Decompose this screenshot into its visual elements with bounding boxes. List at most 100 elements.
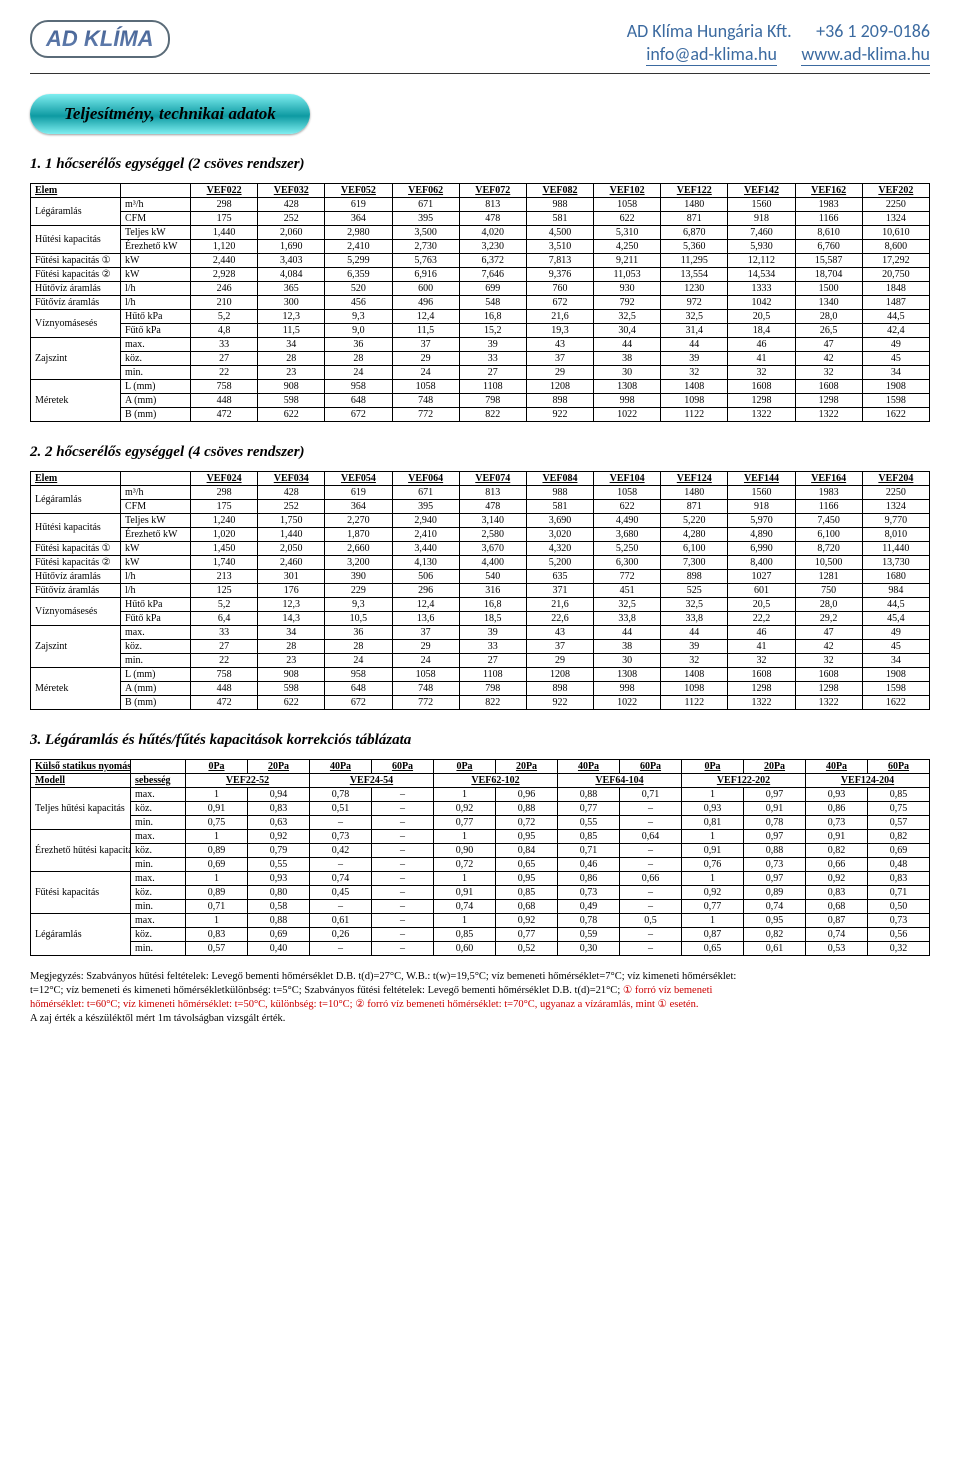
data-cell: 1500 bbox=[795, 281, 862, 295]
row-label: Zajszint bbox=[31, 625, 121, 667]
data-cell: 1122 bbox=[661, 695, 728, 709]
col-header: Elem bbox=[31, 183, 121, 197]
data-cell: – bbox=[310, 815, 372, 829]
data-cell: 758 bbox=[191, 379, 258, 393]
col-header: VEF062 bbox=[392, 183, 459, 197]
data-cell: 5,299 bbox=[325, 253, 392, 267]
data-cell: 0,57 bbox=[186, 941, 248, 955]
data-cell: 0,78 bbox=[558, 913, 620, 927]
data-cell: 46 bbox=[728, 625, 795, 639]
data-cell: 758 bbox=[191, 667, 258, 681]
row-label: Hűtővíz áramlás bbox=[31, 569, 121, 583]
section3-heading: 3. Légáramlás és hűtés/fűtés kapacitások… bbox=[30, 732, 930, 749]
data-cell: 3,140 bbox=[459, 513, 526, 527]
data-cell: – bbox=[620, 857, 682, 871]
data-cell: 671 bbox=[392, 197, 459, 211]
table-row: Hűtővíz áramlásl/h2463655206006997609301… bbox=[31, 281, 930, 295]
group-label: Teljes hűtési kapacitás bbox=[31, 787, 131, 829]
data-cell: 12,3 bbox=[258, 309, 325, 323]
data-cell: 16,8 bbox=[459, 597, 526, 611]
data-cell: 6,372 bbox=[459, 253, 526, 267]
col-header: VEF162 bbox=[795, 183, 862, 197]
data-cell: 41 bbox=[728, 639, 795, 653]
data-cell: 472 bbox=[191, 407, 258, 421]
table-row: Légáramlásm³/h29842861967181398810581480… bbox=[31, 197, 930, 211]
table-row: VíznyomásesésHűtő kPa5,212,39,312,416,82… bbox=[31, 597, 930, 611]
data-cell: 14,3 bbox=[258, 611, 325, 625]
data-cell: 822 bbox=[459, 695, 526, 709]
data-cell: 1 bbox=[434, 871, 496, 885]
data-cell: 622 bbox=[594, 499, 661, 513]
web-link[interactable]: www.ad-klima.hu bbox=[801, 43, 930, 66]
speed-cell: max. bbox=[131, 913, 186, 927]
data-cell: 28,0 bbox=[795, 597, 862, 611]
col-header: 0Pa bbox=[186, 759, 248, 773]
row-sublabel: kW bbox=[121, 253, 191, 267]
model-group: VEF124-204 bbox=[806, 773, 930, 787]
col-header: VEF082 bbox=[526, 183, 593, 197]
data-cell: 1042 bbox=[728, 295, 795, 309]
data-cell: 39 bbox=[459, 625, 526, 639]
row-label: Zajszint bbox=[31, 337, 121, 379]
title-pill-wrap: Teljesítmény, technikai adatok bbox=[30, 94, 930, 134]
table-row: B (mm)4726226727728229221022112213221322… bbox=[31, 407, 930, 421]
data-cell: 11,5 bbox=[258, 323, 325, 337]
table-row: Légáramlásm³/h29842861967181398810581480… bbox=[31, 485, 930, 499]
data-cell: 13,554 bbox=[661, 267, 728, 281]
data-cell: 24 bbox=[392, 653, 459, 667]
data-cell: 29 bbox=[392, 639, 459, 653]
data-table: ElemVEF022VEF032VEF052VEF062VEF072VEF082… bbox=[30, 183, 930, 422]
data-cell: 42,4 bbox=[862, 323, 929, 337]
data-cell: 750 bbox=[795, 583, 862, 597]
data-cell: 8,010 bbox=[862, 527, 929, 541]
data-cell: 6,760 bbox=[795, 239, 862, 253]
table-row: min.2223242427293032323234 bbox=[31, 653, 930, 667]
data-cell: 1848 bbox=[862, 281, 929, 295]
data-cell: 1908 bbox=[862, 379, 929, 393]
data-cell: 1098 bbox=[661, 681, 728, 695]
row-label: Légáramlás bbox=[31, 485, 121, 513]
email-link[interactable]: info@ad-klima.hu bbox=[646, 43, 777, 66]
data-cell: 813 bbox=[459, 485, 526, 499]
col-header: VEF074 bbox=[459, 471, 526, 485]
data-cell: 27 bbox=[459, 365, 526, 379]
data-cell: 984 bbox=[862, 583, 929, 597]
data-cell: 772 bbox=[392, 695, 459, 709]
row-sublabel: kW bbox=[121, 267, 191, 281]
data-cell: 17,292 bbox=[862, 253, 929, 267]
speed-cell: köz. bbox=[131, 801, 186, 815]
data-cell: 5,763 bbox=[392, 253, 459, 267]
data-cell: 600 bbox=[392, 281, 459, 295]
data-cell: 24 bbox=[325, 365, 392, 379]
table-row: Zajszintmax.3334363739434444464749 bbox=[31, 337, 930, 351]
table-row: köz.0,830,690,26–0,850,770,59–0,870,820,… bbox=[31, 927, 930, 941]
row-sublabel: Hűtő kPa bbox=[121, 597, 191, 611]
data-cell: 0,83 bbox=[186, 927, 248, 941]
col-header: 0Pa bbox=[434, 759, 496, 773]
speed-cell: min. bbox=[131, 899, 186, 913]
table-row: Fűtővíz áramlásl/h1251762292963163714515… bbox=[31, 583, 930, 597]
model-group: VEF62-102 bbox=[434, 773, 558, 787]
data-cell: 41 bbox=[728, 351, 795, 365]
data-cell: 42 bbox=[795, 639, 862, 653]
data-cell: 8,600 bbox=[862, 239, 929, 253]
data-cell: 22 bbox=[191, 653, 258, 667]
data-cell: 229 bbox=[325, 583, 392, 597]
data-cell: 2,928 bbox=[191, 267, 258, 281]
col-header: VEF072 bbox=[459, 183, 526, 197]
data-cell: 813 bbox=[459, 197, 526, 211]
data-cell: 671 bbox=[392, 485, 459, 499]
data-cell: 1298 bbox=[728, 681, 795, 695]
data-cell: 29 bbox=[526, 365, 593, 379]
data-cell: 0,71 bbox=[558, 843, 620, 857]
data-cell: 0,68 bbox=[806, 899, 868, 913]
data-cell: 1622 bbox=[862, 695, 929, 709]
data-cell: 0,64 bbox=[620, 829, 682, 843]
data-cell: 0,63 bbox=[248, 815, 310, 829]
col-header: VEF142 bbox=[728, 183, 795, 197]
data-cell: 0,42 bbox=[310, 843, 372, 857]
data-cell: 12,3 bbox=[258, 597, 325, 611]
data-cell: 32,5 bbox=[594, 597, 661, 611]
data-cell: 3,670 bbox=[459, 541, 526, 555]
data-cell: 1058 bbox=[392, 379, 459, 393]
